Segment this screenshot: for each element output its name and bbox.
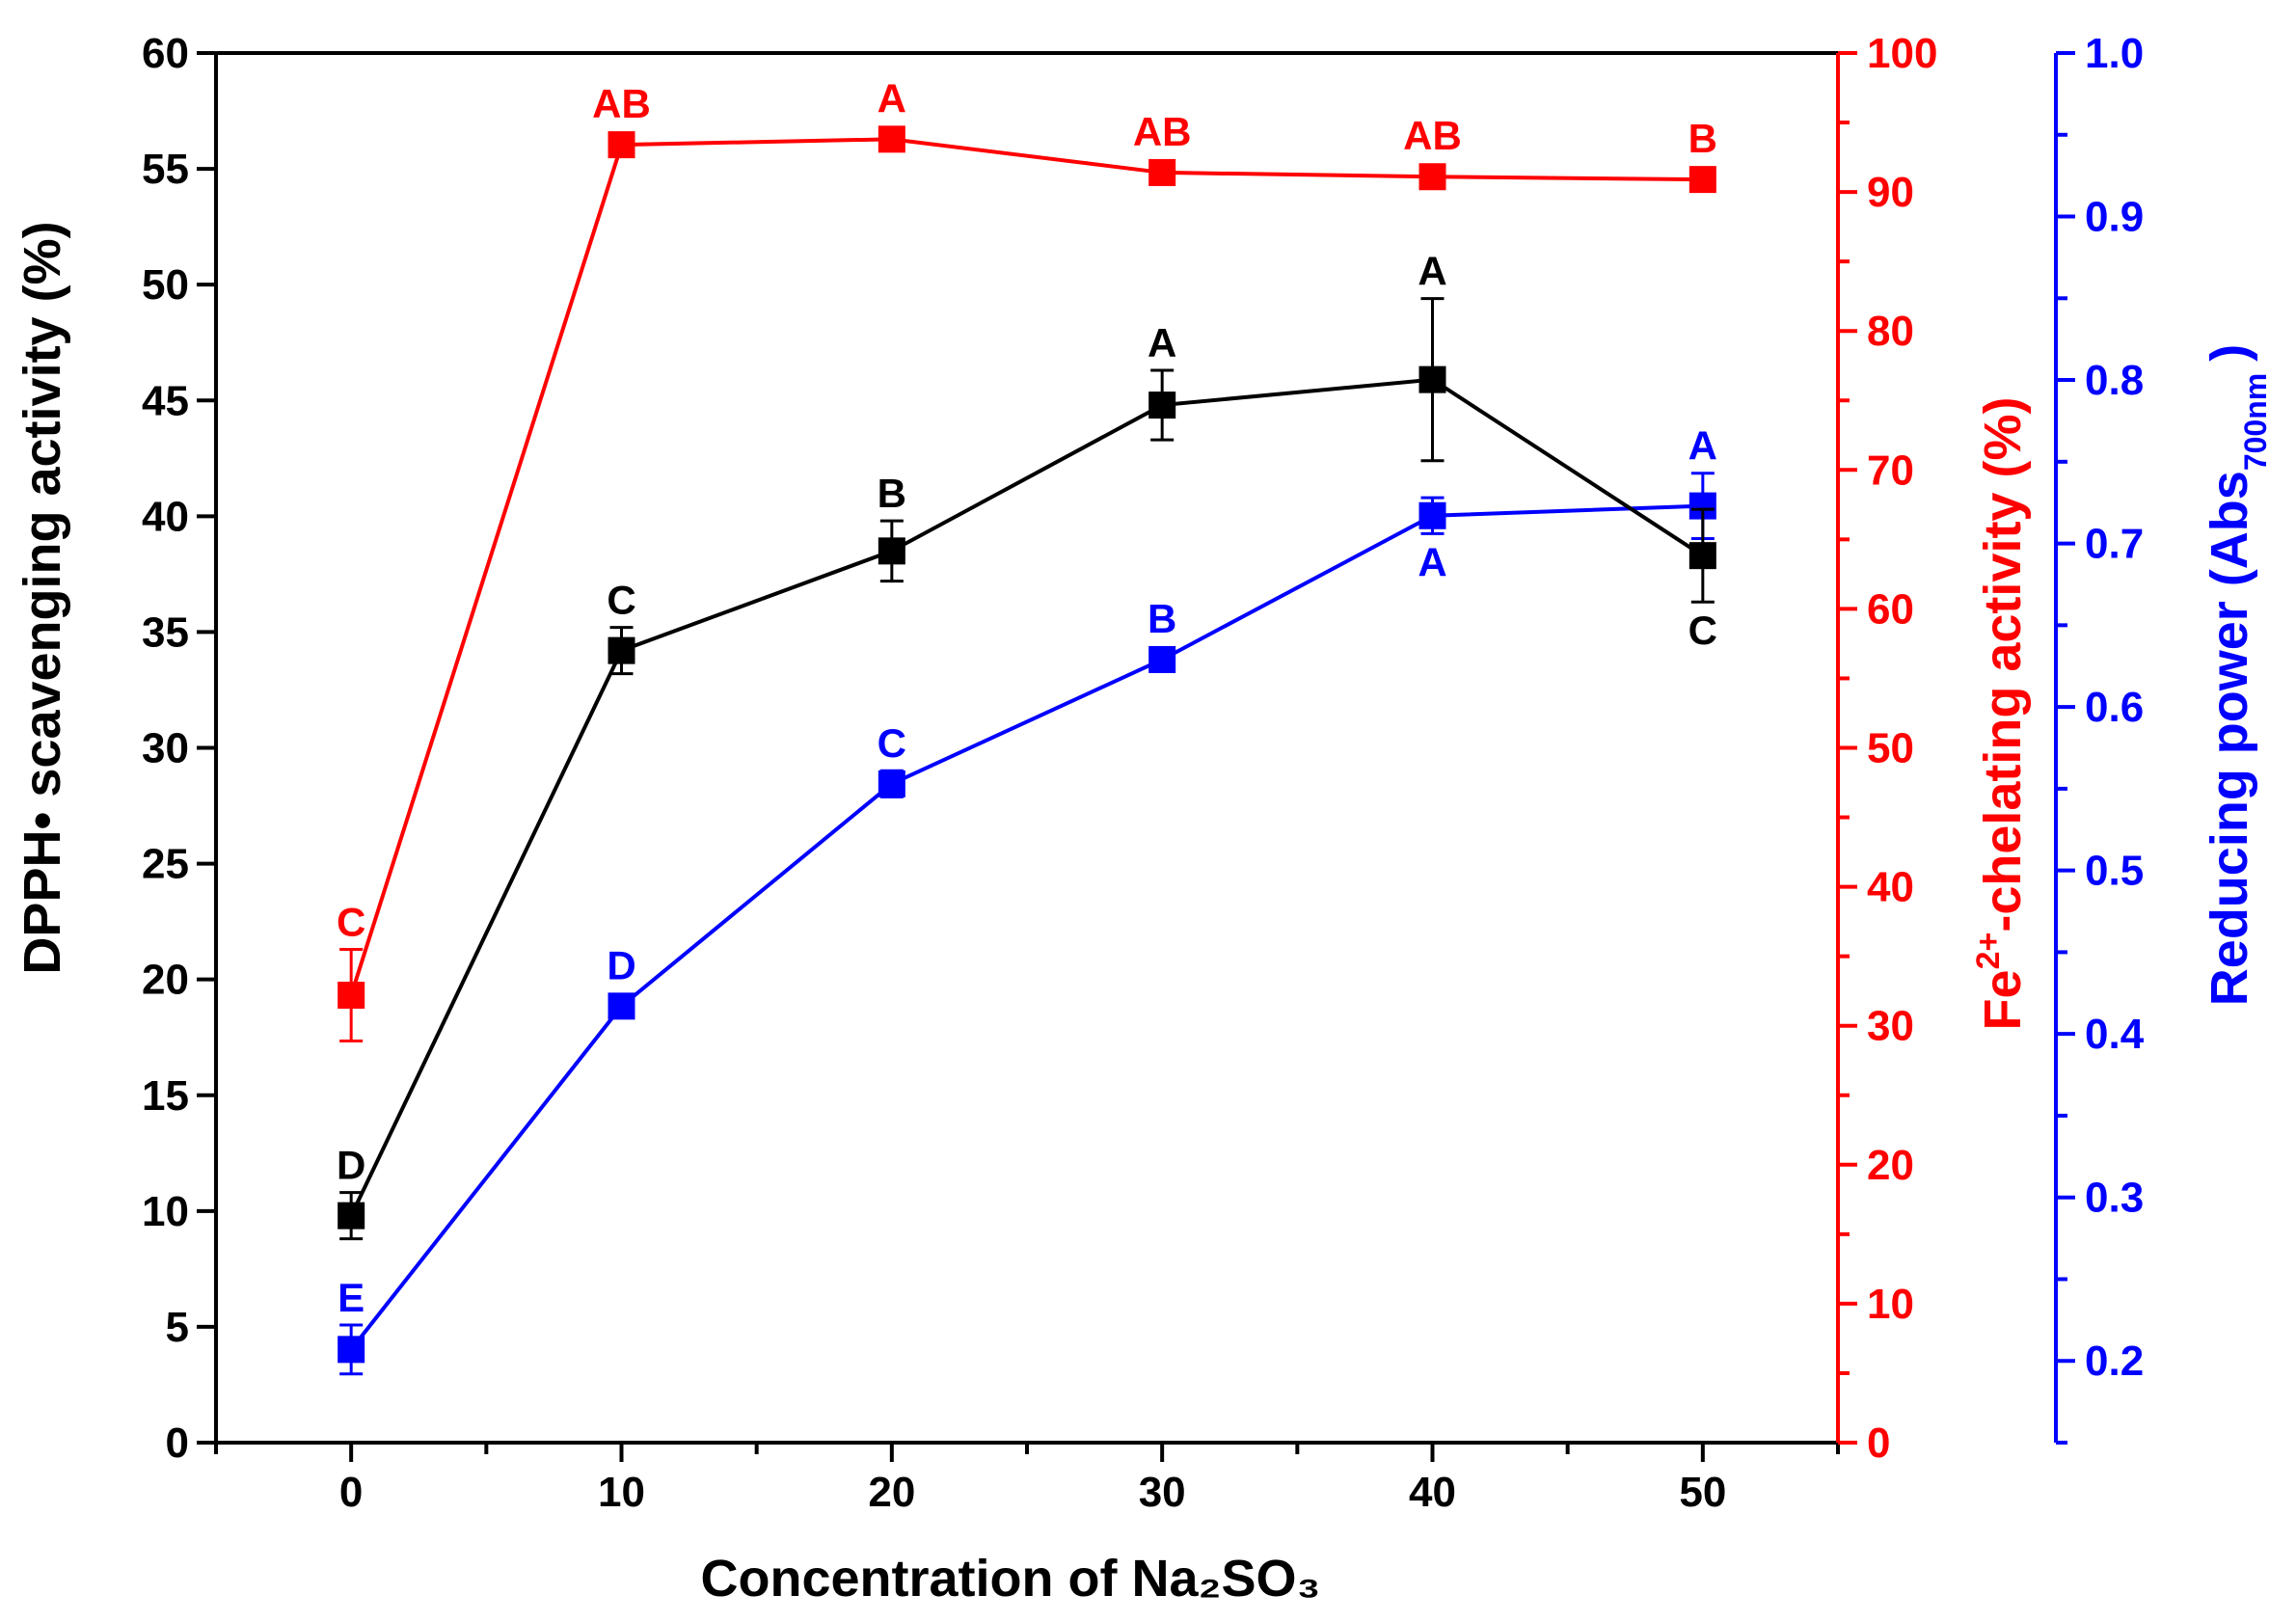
y-right2-tick-label: 0.3 [2085, 1175, 2144, 1222]
x-axis: 0 10 20 30 40 50 [214, 1443, 1840, 1516]
significance-label: C [337, 899, 365, 944]
y-right1-tick-label: 90 [1867, 169, 1914, 216]
significance-label: AB [592, 81, 651, 126]
significance-label: AB [1403, 113, 1462, 158]
y-right2-tick-label: 0.9 [2085, 194, 2144, 241]
y-right2-tick-label: 0.8 [2085, 357, 2144, 404]
data-point [1688, 166, 1716, 194]
significance-label: C [1688, 608, 1717, 653]
data-point [878, 537, 905, 565]
y-right1-tick-label: 30 [1867, 1003, 1914, 1050]
data-point [338, 1336, 365, 1364]
y-right2-tick-label: 0.6 [2085, 684, 2144, 731]
significance-label: C [878, 720, 906, 766]
y-left-tick-label: 60 [142, 30, 189, 77]
significance-label: A [1418, 249, 1446, 294]
y-right2-tick-label: 0.4 [2085, 1011, 2145, 1058]
rp-label-sub: 700nm [2238, 373, 2273, 471]
y-left-tick-label: 20 [142, 957, 189, 1004]
significance-label: B [1688, 116, 1717, 161]
y-left-tick-label: 45 [142, 377, 189, 424]
series-line [349, 377, 1704, 1217]
y-right2-tick-label: 1.0 [2085, 30, 2144, 77]
fe-label-rest: -chelating activity (%) [1974, 397, 2032, 933]
plot-frame [214, 51, 2058, 1445]
y-axis-left: 0 5 10 15 20 25 30 35 40 45 50 55 60 [142, 30, 216, 1467]
data-point [878, 125, 905, 153]
y-left-tick-label: 50 [142, 261, 189, 309]
x-tick-label: 50 [1679, 1469, 1726, 1516]
data-point [878, 770, 905, 797]
data-point [1688, 542, 1716, 570]
y-left-tick-label: 10 [142, 1188, 189, 1235]
data-point [1418, 365, 1446, 393]
series-line [349, 503, 1703, 1351]
y-right1-tick-label: 20 [1867, 1142, 1914, 1189]
y-right1-tick-label: 70 [1867, 446, 1914, 494]
y-left-tick-label: 5 [166, 1304, 189, 1351]
x-tick-label: 20 [868, 1469, 915, 1516]
y-left-tick-label: 40 [142, 493, 189, 540]
y-right2-tick-label: 0.2 [2085, 1338, 2144, 1385]
fe-label-sup: 2+ [1970, 933, 2007, 970]
x-tick-label: 10 [598, 1469, 645, 1516]
fe-label-main: Fe [1974, 969, 2032, 1030]
y-right1-tick-label: 100 [1867, 30, 1937, 77]
data-point [338, 981, 365, 1009]
significance-label: A [1688, 423, 1717, 469]
x-tick-label: 0 [339, 1469, 363, 1516]
series-right2: E D C B A A [338, 423, 1717, 1376]
y-left-axis-title: DPPH• scavenging activity (%) [14, 221, 71, 974]
y-right1-tick-label: 50 [1867, 725, 1914, 772]
significance-label: C [607, 578, 635, 623]
significance-label: D [337, 1143, 365, 1188]
y-left-tick-label: 55 [142, 146, 189, 193]
y-left-tick-label: 35 [142, 608, 189, 656]
y-right1-tick-label: 10 [1867, 1281, 1914, 1328]
y-right2-axis-title: Reducing power (Abs700nm) [2201, 344, 2273, 1006]
data-point [608, 131, 635, 159]
x-axis-title: Concentration of Na₂SO₃ [701, 1550, 1321, 1608]
significance-label: E [338, 1275, 365, 1320]
significance-label: B [1148, 596, 1176, 641]
y-left-tick-label: 30 [142, 725, 189, 772]
y-right1-tick-label: 60 [1867, 585, 1914, 633]
y-right1-tick-label: 40 [1867, 864, 1914, 911]
series-line [349, 137, 1703, 996]
y-left-tick-label: 0 [166, 1419, 189, 1467]
series-layer: E D C B A A D C B A A C C AB A AB AB B [337, 75, 1717, 1376]
rp-label-main: Reducing power (Abs [2201, 471, 2258, 1006]
data-point [608, 636, 635, 664]
data-point [1418, 501, 1446, 529]
data-point [1418, 163, 1446, 191]
significance-label: B [878, 471, 906, 516]
significance-label: A [1148, 320, 1176, 365]
significance-label: A [1418, 539, 1446, 584]
series-left: D C B A A C [337, 249, 1717, 1241]
x-tick-label: 40 [1409, 1469, 1456, 1516]
data-point [1148, 392, 1176, 419]
y-right2-tick-label: 0.5 [2085, 848, 2144, 895]
significance-label: AB [1133, 109, 1192, 154]
y-axis-right-fe-chelating: 0 10 20 30 40 50 60 70 80 90 100 [1838, 30, 1937, 1467]
y-axis-right-reducing-power: 0.2 0.3 0.4 0.5 0.6 0.7 0.8 0.9 1.0 [2056, 30, 2145, 1445]
y-left-tick-label: 25 [142, 841, 189, 888]
data-point [1148, 158, 1176, 186]
significance-label: A [878, 75, 906, 121]
y-left-tick-label: 15 [142, 1072, 189, 1120]
y-right1-tick-label: 80 [1867, 308, 1914, 355]
y-right2-tick-label: 0.7 [2085, 521, 2144, 568]
significance-label: D [607, 942, 635, 987]
rp-label-close: ) [2201, 344, 2258, 362]
y-right1-axis-title: Fe2+-chelating activity (%) [1970, 397, 2032, 1031]
series-right1: CAB AAB AB B [337, 75, 1717, 1043]
data-point [608, 992, 635, 1020]
x-tick-label: 30 [1139, 1469, 1186, 1516]
y-right1-tick-label: 0 [1867, 1419, 1890, 1467]
data-point [338, 1202, 365, 1230]
data-point [1148, 645, 1176, 673]
